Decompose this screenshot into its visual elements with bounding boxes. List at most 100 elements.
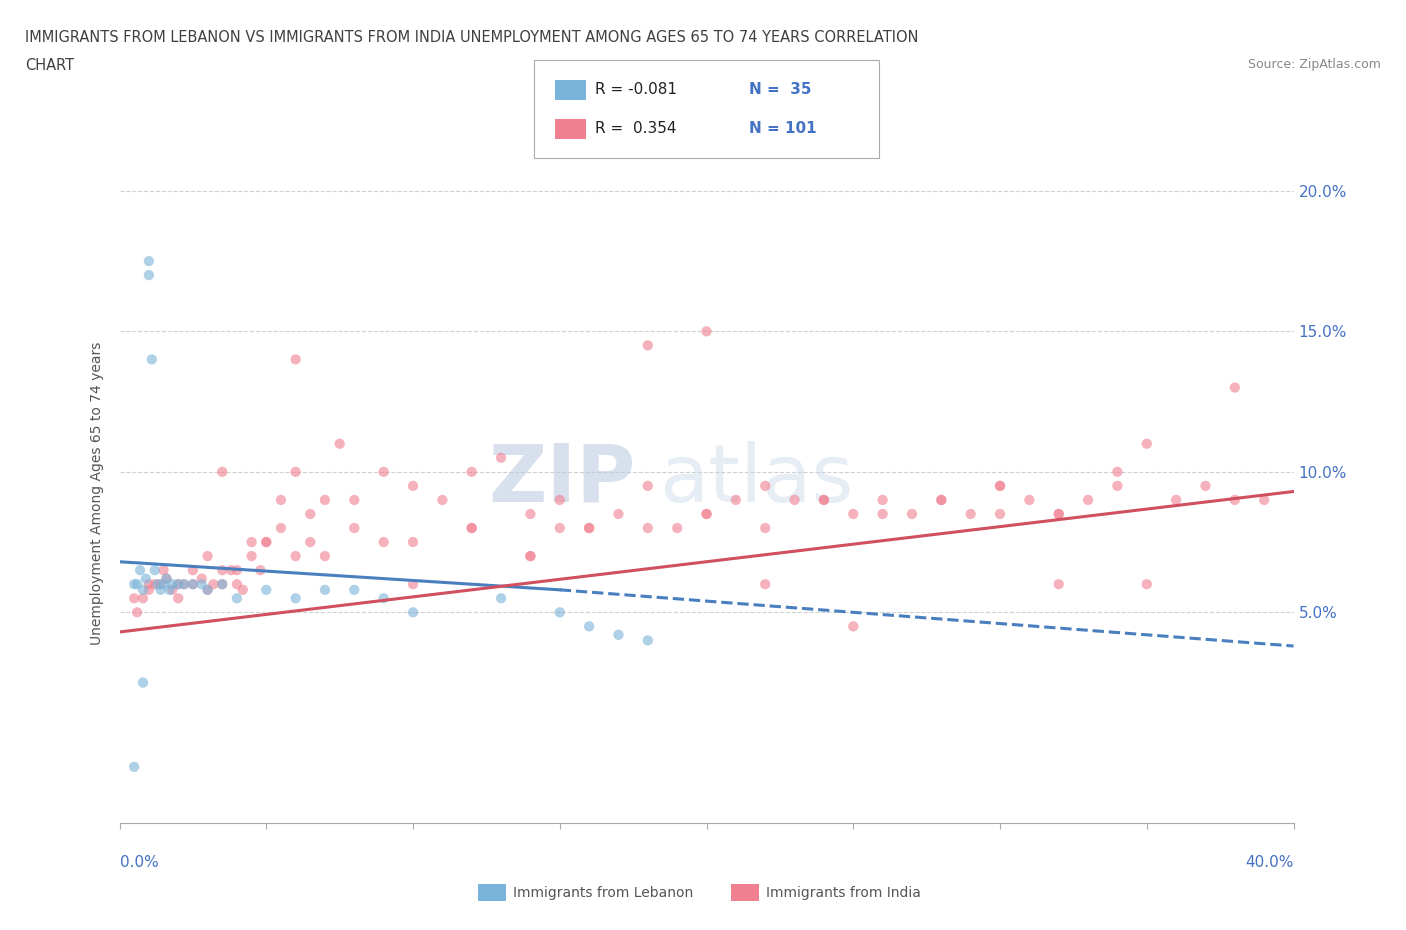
Point — [143, 577, 166, 591]
Point — [1223, 380, 1246, 395]
Text: ZIP: ZIP — [489, 441, 636, 519]
Point — [232, 582, 254, 597]
Point — [872, 507, 894, 522]
Point — [460, 521, 484, 536]
Point — [842, 619, 865, 634]
Point — [1107, 478, 1129, 493]
Point — [173, 577, 195, 591]
Point — [402, 577, 425, 591]
Point — [167, 591, 190, 605]
Point — [460, 464, 484, 479]
Text: IMMIGRANTS FROM LEBANON VS IMMIGRANTS FROM INDIA UNEMPLOYMENT AMONG AGES 65 TO 7: IMMIGRANTS FROM LEBANON VS IMMIGRANTS FR… — [25, 30, 918, 45]
Point — [696, 507, 718, 522]
Text: R =  0.354: R = 0.354 — [595, 121, 676, 136]
Point — [548, 493, 571, 508]
Point — [138, 254, 160, 269]
Point — [284, 352, 307, 366]
Point — [519, 549, 541, 564]
Point — [155, 571, 177, 586]
Point — [138, 268, 160, 283]
Point — [607, 628, 630, 643]
Point — [155, 571, 177, 586]
Point — [754, 478, 776, 493]
Point — [460, 521, 484, 536]
Point — [127, 604, 149, 619]
Point — [314, 582, 336, 597]
Point — [167, 577, 190, 591]
Point — [607, 507, 630, 522]
Point — [1136, 436, 1159, 451]
Point — [254, 535, 277, 550]
Point — [373, 535, 395, 550]
Text: Immigrants from Lebanon: Immigrants from Lebanon — [513, 885, 693, 900]
Point — [141, 352, 163, 366]
Point — [138, 582, 160, 597]
Point — [343, 582, 366, 597]
Point — [284, 464, 307, 479]
Point — [637, 338, 659, 352]
Point — [402, 535, 425, 550]
Point — [127, 577, 149, 591]
Point — [724, 493, 747, 508]
Point — [211, 563, 233, 578]
Point — [666, 521, 689, 536]
Point — [197, 549, 219, 564]
Point — [1107, 464, 1129, 479]
Point — [225, 563, 249, 578]
Point — [122, 577, 145, 591]
Point — [578, 521, 600, 536]
Point — [1164, 493, 1187, 508]
Point — [162, 577, 184, 591]
Point — [813, 493, 835, 508]
Point — [931, 493, 953, 508]
Point — [138, 577, 160, 591]
Point — [696, 324, 718, 339]
Point — [959, 507, 981, 522]
Point — [240, 549, 263, 564]
Point — [519, 507, 541, 522]
Point — [314, 549, 336, 564]
Text: R = -0.081: R = -0.081 — [595, 82, 676, 97]
Text: 0.0%: 0.0% — [120, 855, 159, 870]
Point — [901, 507, 924, 522]
Point — [373, 464, 395, 479]
Point — [1047, 507, 1070, 522]
Text: N = 101: N = 101 — [749, 121, 817, 136]
Point — [754, 521, 776, 536]
Point — [402, 604, 425, 619]
Point — [329, 436, 352, 451]
Point — [129, 563, 152, 578]
Point — [548, 521, 571, 536]
Point — [842, 507, 865, 522]
Point — [696, 507, 718, 522]
Point — [254, 535, 277, 550]
Point — [299, 507, 322, 522]
Point — [149, 577, 172, 591]
Point — [988, 478, 1011, 493]
Point — [1136, 577, 1159, 591]
Point — [783, 493, 806, 508]
Point — [373, 591, 395, 605]
Point — [211, 577, 233, 591]
Point — [578, 521, 600, 536]
Point — [197, 582, 219, 597]
Point — [225, 591, 249, 605]
Point — [152, 577, 174, 591]
Point — [284, 591, 307, 605]
Point — [122, 760, 145, 775]
Text: atlas: atlas — [659, 441, 853, 519]
Point — [754, 577, 776, 591]
Point — [181, 577, 204, 591]
Point — [162, 582, 184, 597]
Point — [149, 582, 172, 597]
Point — [157, 582, 180, 597]
Point — [270, 493, 292, 508]
Point — [190, 577, 212, 591]
Point — [240, 535, 263, 550]
Text: N =  35: N = 35 — [749, 82, 811, 97]
Point — [1077, 493, 1099, 508]
Point — [181, 577, 204, 591]
Point — [197, 582, 219, 597]
Point — [146, 577, 169, 591]
Point — [343, 521, 366, 536]
